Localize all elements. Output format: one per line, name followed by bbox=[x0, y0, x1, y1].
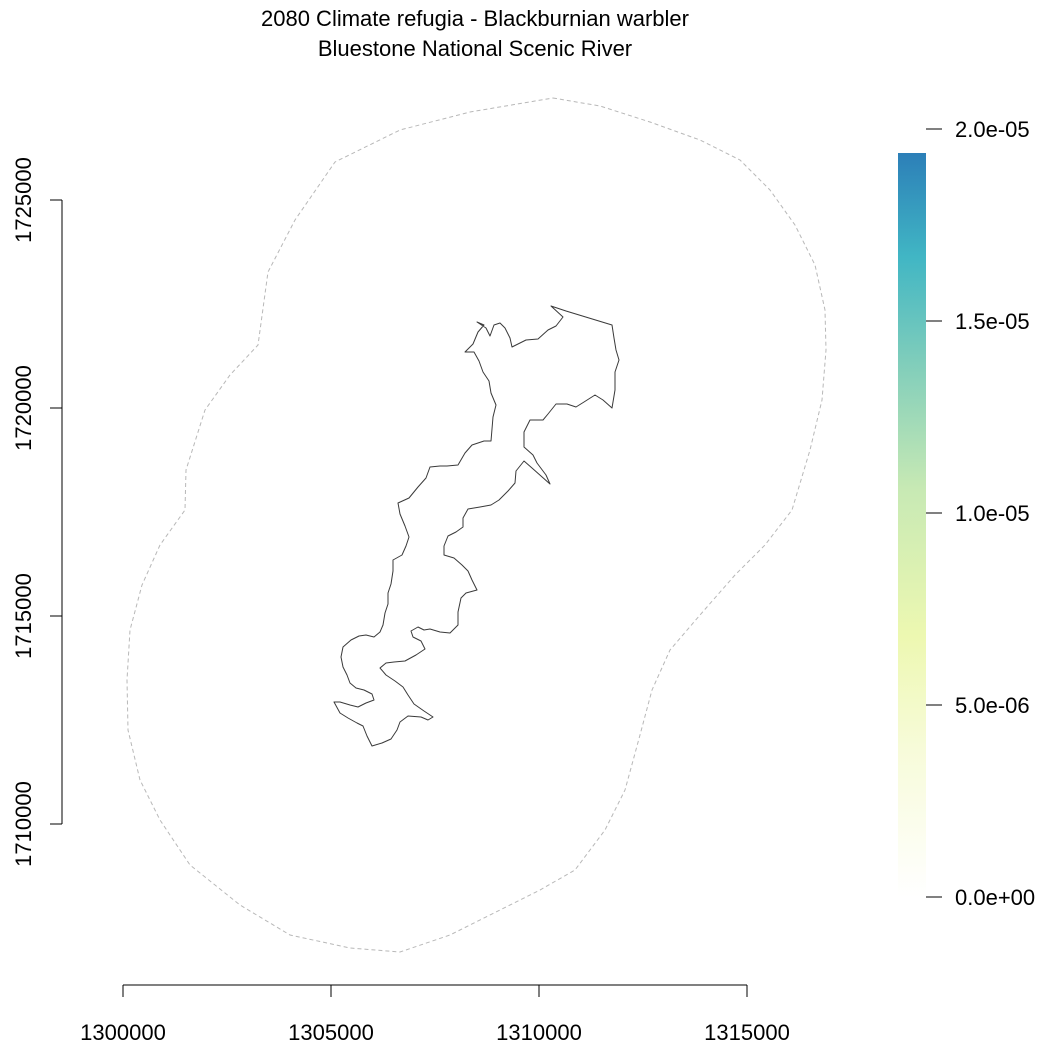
x-tick-label: 1305000 bbox=[288, 1020, 374, 1045]
y-tick-label: 1725000 bbox=[11, 157, 36, 243]
x-tick-label: 1300000 bbox=[80, 1020, 166, 1045]
y-tick-label: 1715000 bbox=[11, 573, 36, 659]
legend-tick-label: 5.0e-06 bbox=[955, 693, 1030, 718]
legend-tick-label: 2.0e-05 bbox=[955, 117, 1030, 142]
legend-color-bar bbox=[898, 153, 926, 897]
legend-tick-label: 1.5e-05 bbox=[955, 309, 1030, 334]
x-tick-label: 1315000 bbox=[704, 1020, 790, 1045]
color-legend: 0.0e+00 5.0e-06 1.0e-05 1.5e-05 2.0e-05 bbox=[898, 117, 1035, 910]
park-boundary bbox=[333, 305, 620, 747]
x-tick-label: 1310000 bbox=[496, 1020, 582, 1045]
legend-tick-label: 1.0e-05 bbox=[955, 501, 1030, 526]
map-subtitle: Bluestone National Scenic River bbox=[318, 36, 632, 61]
map-title: 2080 Climate refugia - Blackburnian warb… bbox=[261, 6, 689, 31]
y-tick-label: 1720000 bbox=[11, 365, 36, 451]
buffer-outline bbox=[126, 97, 827, 953]
y-axis: 1710000 1715000 1720000 1725000 bbox=[11, 157, 63, 867]
y-tick-label: 1710000 bbox=[11, 781, 36, 867]
legend-tick-label: 0.0e+00 bbox=[955, 885, 1035, 910]
x-axis: 1300000 1305000 1310000 1315000 bbox=[80, 984, 790, 1045]
